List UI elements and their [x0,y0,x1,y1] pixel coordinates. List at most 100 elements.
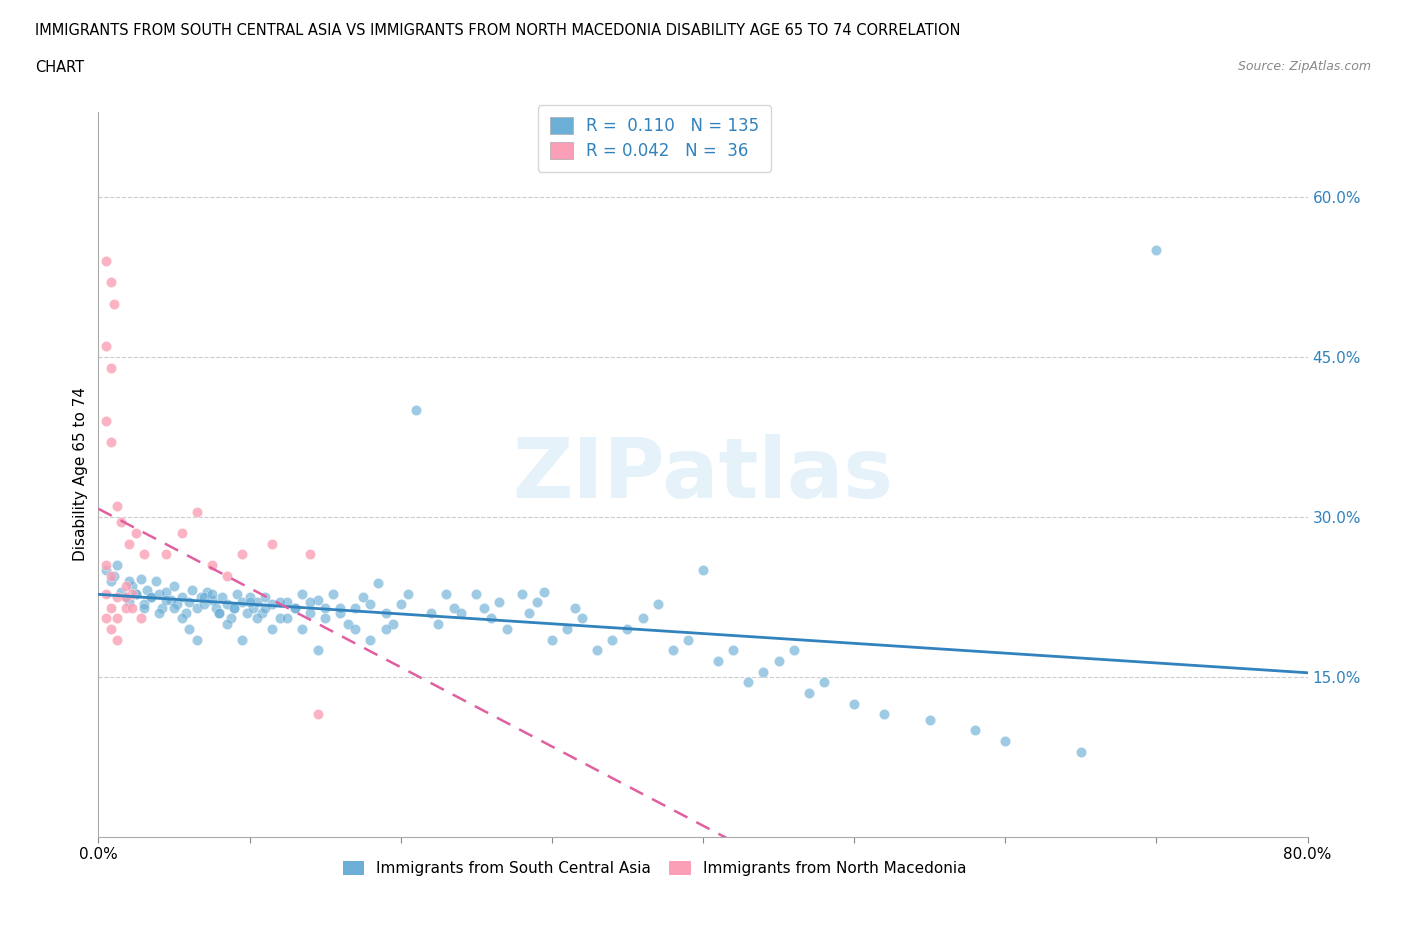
Text: Source: ZipAtlas.com: Source: ZipAtlas.com [1237,60,1371,73]
Point [707,654,730,669]
Point [396,586,419,601]
Point [141,590,163,604]
Point [291,586,314,601]
Point [299,605,322,620]
Point [329,605,352,620]
Point [163,600,186,615]
Point [100,600,122,615]
Point [155,547,177,562]
Point [195,584,218,599]
Point [262,621,284,636]
Point [94,558,117,573]
Point [488,595,510,610]
Text: ZIPatlas: ZIPatlas [513,433,893,515]
Point [616,621,638,636]
Point [269,611,291,626]
Point [586,643,609,658]
Point [783,643,806,658]
Point [434,586,457,601]
Point [193,597,215,612]
Point [405,403,427,418]
Point [118,537,141,551]
Point [692,563,714,578]
Point [631,611,654,626]
Point [495,621,517,636]
Point [141,590,163,604]
Point [100,568,122,583]
Point [114,600,136,615]
Point [132,597,155,612]
Point [174,605,197,620]
Point [150,600,173,615]
Point [100,275,122,290]
Point [269,595,291,610]
Point [352,590,374,604]
Point [253,600,276,615]
Point [450,605,472,620]
Point [360,632,382,647]
Point [155,592,177,607]
Point [873,707,896,722]
Point [125,525,148,540]
Point [314,611,336,626]
Point [235,605,257,620]
Point [105,632,128,647]
Point [105,558,128,573]
Point [208,605,231,620]
Point [155,584,177,599]
Point [103,296,125,311]
Point [105,611,128,626]
Point [110,584,132,599]
Point [465,586,488,601]
Point [322,586,344,601]
Point [239,595,262,610]
Point [291,621,314,636]
Point [163,578,186,593]
Point [100,574,122,589]
Point [314,600,336,615]
Text: IMMIGRANTS FROM SOUTH CENTRAL ASIA VS IMMIGRANTS FROM NORTH MACEDONIA DISABILITY: IMMIGRANTS FROM SOUTH CENTRAL ASIA VS IM… [35,23,960,38]
Point [148,605,170,620]
Point [242,600,264,615]
Point [276,611,298,626]
Point [250,605,273,620]
Point [307,707,329,722]
Point [125,586,148,601]
Point [160,592,183,607]
Point [148,586,170,601]
Point [193,590,215,604]
Point [170,590,193,604]
Legend: Immigrants from South Central Asia, Immigrants from North Macedonia: Immigrants from South Central Asia, Immi… [335,853,974,884]
Point [103,568,125,583]
Point [336,617,359,631]
Point [114,578,136,593]
Point [215,597,238,612]
Point [224,600,246,615]
Point [374,621,396,636]
Point [533,584,555,599]
Point [427,617,450,631]
Point [1144,243,1167,258]
Point [170,611,193,626]
Point [253,590,276,604]
Point [389,597,412,612]
Point [201,586,224,601]
Point [94,611,117,626]
Point [110,515,132,530]
Y-axis label: Disability Age 65 to 74: Disability Age 65 to 74 [73,387,89,562]
Point [231,595,253,610]
Point [481,611,503,626]
Point [215,568,238,583]
Point [329,600,352,615]
Point [129,571,152,586]
Point [94,339,117,353]
Point [472,600,495,615]
Point [114,590,136,604]
Point [94,414,117,429]
Point [676,632,699,647]
Point [540,632,562,647]
Point [918,712,941,727]
Point [965,723,987,737]
Point [517,605,540,620]
Point [129,611,152,626]
